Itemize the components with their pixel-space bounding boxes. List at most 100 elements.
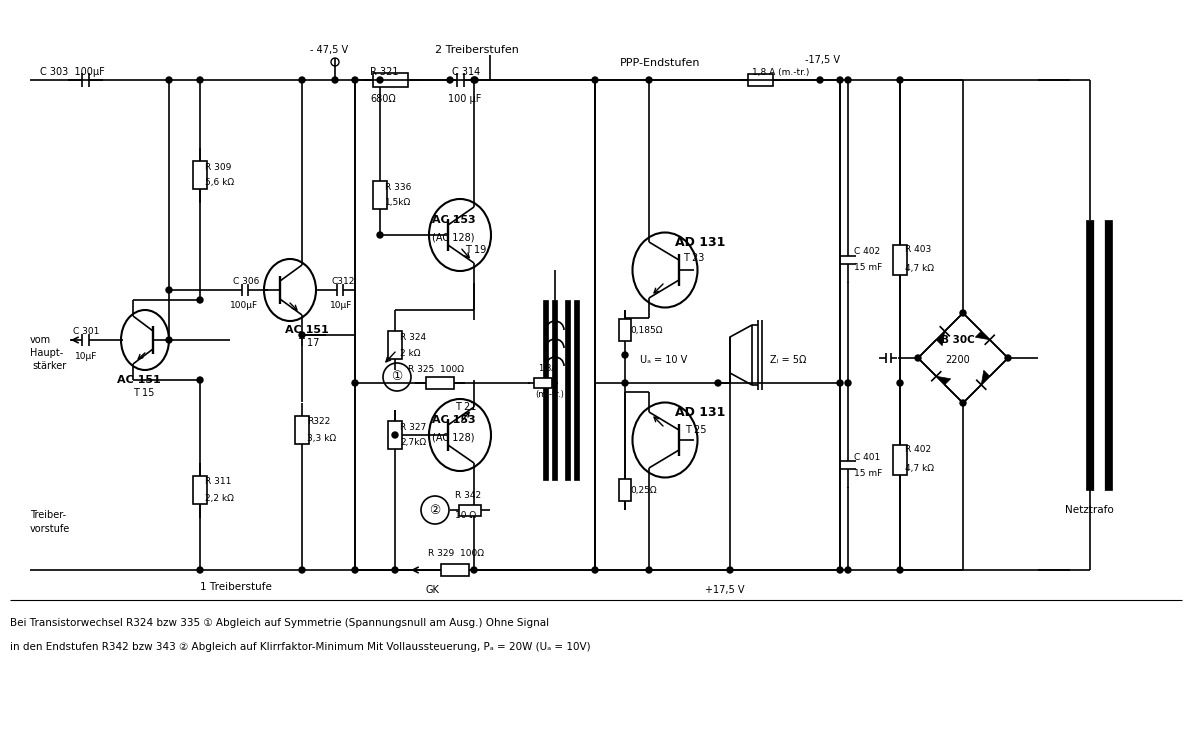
Bar <box>372 73 408 87</box>
Circle shape <box>392 567 398 573</box>
Bar <box>595 80 840 570</box>
Text: 2 Treiberstufen: 2 Treiberstufen <box>435 45 519 55</box>
Text: Netztrafo: Netztrafo <box>1064 505 1113 515</box>
Text: Uₐ = 10 V: Uₐ = 10 V <box>640 355 688 365</box>
Circle shape <box>377 232 383 238</box>
Circle shape <box>845 567 851 573</box>
Text: AD 131: AD 131 <box>675 235 726 249</box>
Bar <box>619 479 631 501</box>
Bar <box>389 421 402 449</box>
Text: T 15: T 15 <box>134 388 155 398</box>
Text: 4,7 kΩ: 4,7 kΩ <box>905 264 935 273</box>
Bar <box>1104 220 1112 490</box>
Circle shape <box>352 380 358 386</box>
Circle shape <box>166 77 172 83</box>
Text: 3,3 kΩ: 3,3 kΩ <box>308 434 336 443</box>
Polygon shape <box>975 331 989 340</box>
Circle shape <box>377 77 383 83</box>
Text: 15 mF: 15 mF <box>853 469 882 478</box>
Text: 5,6 kΩ: 5,6 kΩ <box>205 178 234 187</box>
Text: 10μF: 10μF <box>75 352 98 361</box>
Text: C 401: C 401 <box>853 452 880 461</box>
Circle shape <box>592 77 598 83</box>
Circle shape <box>299 77 305 83</box>
Text: C312: C312 <box>333 277 355 286</box>
Text: 100 μF: 100 μF <box>448 94 482 104</box>
Bar <box>575 300 579 480</box>
Text: AC 151: AC 151 <box>117 375 161 385</box>
Text: Zₗ = 5Ω: Zₗ = 5Ω <box>770 355 806 365</box>
Text: B 30C: B 30C <box>940 335 975 345</box>
Text: AC 153: AC 153 <box>432 415 476 425</box>
Circle shape <box>166 337 172 343</box>
Polygon shape <box>981 370 989 385</box>
Text: +17,5 V: +17,5 V <box>704 585 745 595</box>
Circle shape <box>197 567 203 573</box>
Text: 4,7 kΩ: 4,7 kΩ <box>905 464 935 473</box>
Polygon shape <box>936 376 951 385</box>
Circle shape <box>592 567 598 573</box>
Circle shape <box>837 567 843 573</box>
Text: R 342: R 342 <box>455 491 482 500</box>
Text: PPP-Endstufen: PPP-Endstufen <box>620 58 701 68</box>
Text: Haupt-: Haupt- <box>30 348 63 358</box>
Text: T 25: T 25 <box>685 425 707 435</box>
Circle shape <box>915 355 921 361</box>
Circle shape <box>166 287 172 293</box>
Circle shape <box>471 77 477 83</box>
Bar <box>426 377 454 389</box>
Text: 2200: 2200 <box>945 355 970 365</box>
Text: R322: R322 <box>308 417 330 426</box>
Text: GK: GK <box>426 585 439 595</box>
Circle shape <box>898 567 904 573</box>
Bar <box>373 181 387 209</box>
Circle shape <box>837 380 843 386</box>
Circle shape <box>197 77 203 83</box>
Text: R 321: R 321 <box>370 67 398 77</box>
Circle shape <box>352 77 358 83</box>
Text: 680Ω: 680Ω <box>370 94 396 104</box>
Text: 0,25Ω: 0,25Ω <box>631 485 657 494</box>
Bar <box>747 74 772 86</box>
Text: 2,7kΩ: 2,7kΩ <box>401 438 426 447</box>
Circle shape <box>817 77 822 83</box>
Text: ①: ① <box>391 371 403 383</box>
Bar <box>1094 220 1104 490</box>
Text: C 301: C 301 <box>73 327 99 336</box>
Text: 1,8 A (m.-tr.): 1,8 A (m.-tr.) <box>752 68 809 77</box>
Text: Treiber-: Treiber- <box>30 510 66 520</box>
Text: 10μF: 10μF <box>330 301 353 310</box>
Bar <box>552 300 557 480</box>
Text: 10 Ω: 10 Ω <box>455 511 476 520</box>
Text: 0,185Ω: 0,185Ω <box>631 326 663 335</box>
Circle shape <box>646 77 652 83</box>
Text: C 303  100μF: C 303 100μF <box>41 67 105 77</box>
Bar <box>294 416 309 444</box>
Text: C 306: C 306 <box>232 277 260 286</box>
Bar <box>893 245 907 275</box>
Circle shape <box>197 377 203 383</box>
Text: Bei Transistorwechsel R324 bzw 335 ① Abgleich auf Symmetrie (Spannungsnull am Au: Bei Transistorwechsel R324 bzw 335 ① Abg… <box>10 618 550 628</box>
Text: AC 153: AC 153 <box>432 215 476 225</box>
Text: 1,5kΩ: 1,5kΩ <box>385 198 411 207</box>
Text: R 403: R 403 <box>905 246 931 255</box>
Text: (m.-tr.): (m.-tr.) <box>535 390 564 399</box>
Circle shape <box>715 380 721 386</box>
Circle shape <box>727 567 733 573</box>
Text: R 336: R 336 <box>385 183 411 192</box>
Polygon shape <box>936 331 945 346</box>
Text: AD 131: AD 131 <box>675 405 726 419</box>
Bar <box>893 445 907 475</box>
Text: 100μF: 100μF <box>230 301 259 310</box>
Circle shape <box>352 567 358 573</box>
Text: R 311: R 311 <box>205 478 231 487</box>
Text: vom: vom <box>30 335 51 345</box>
Text: - 47,5 V: - 47,5 V <box>310 45 348 55</box>
Circle shape <box>837 77 843 83</box>
Circle shape <box>960 400 966 406</box>
Bar <box>355 80 595 570</box>
Bar <box>389 331 402 359</box>
Text: C 314: C 314 <box>452 67 480 77</box>
Text: (AC 128): (AC 128) <box>432 232 474 242</box>
Circle shape <box>622 380 628 386</box>
